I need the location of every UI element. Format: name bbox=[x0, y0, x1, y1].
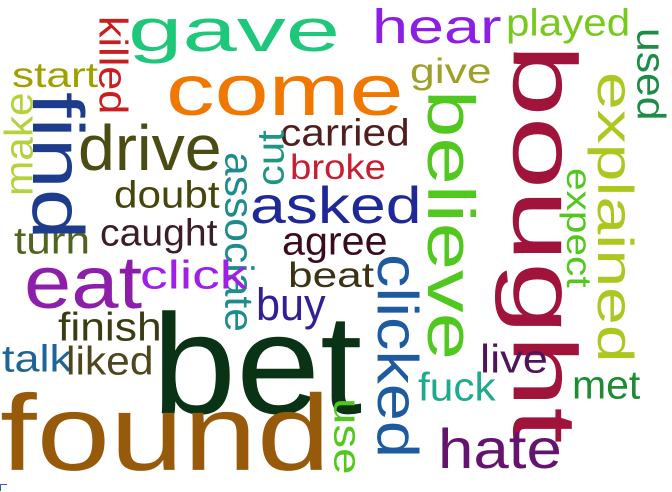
word-agree: agree bbox=[282, 219, 388, 264]
word-caught: caught bbox=[100, 211, 218, 254]
word-asked: asked bbox=[250, 176, 422, 235]
word-found: found bbox=[0, 372, 331, 492]
word-clicked: clicked bbox=[365, 254, 431, 459]
word-come: come bbox=[166, 49, 404, 131]
word-finish: finish bbox=[58, 305, 162, 350]
word-hate: hate bbox=[438, 418, 562, 481]
word-turn: turn bbox=[14, 219, 91, 262]
word-bet: bet bbox=[152, 285, 363, 445]
word-doubt: doubt bbox=[114, 173, 220, 216]
word-expect: expect bbox=[559, 168, 599, 288]
word-broke: broke bbox=[290, 147, 387, 187]
corner-mark bbox=[0, 484, 7, 491]
word-met: met bbox=[572, 363, 641, 408]
word-beat: beat bbox=[288, 255, 375, 295]
word-use: use bbox=[326, 398, 369, 475]
word-click: click bbox=[140, 253, 248, 298]
word-buy: buy bbox=[256, 278, 326, 330]
word-give: give bbox=[410, 51, 492, 91]
word-hear: hear bbox=[372, 0, 502, 54]
word-carried: carried bbox=[280, 111, 410, 154]
word-live: live bbox=[480, 337, 549, 382]
word-drive: drive bbox=[78, 111, 222, 184]
word-played: played bbox=[506, 1, 631, 44]
word-start: start bbox=[12, 55, 98, 95]
word-talk: talk bbox=[2, 337, 73, 380]
word-gave: gave bbox=[128, 0, 341, 64]
word-eat: eat bbox=[24, 241, 143, 325]
word-liked: liked bbox=[66, 339, 154, 384]
word-fuck: fuck bbox=[418, 365, 496, 410]
